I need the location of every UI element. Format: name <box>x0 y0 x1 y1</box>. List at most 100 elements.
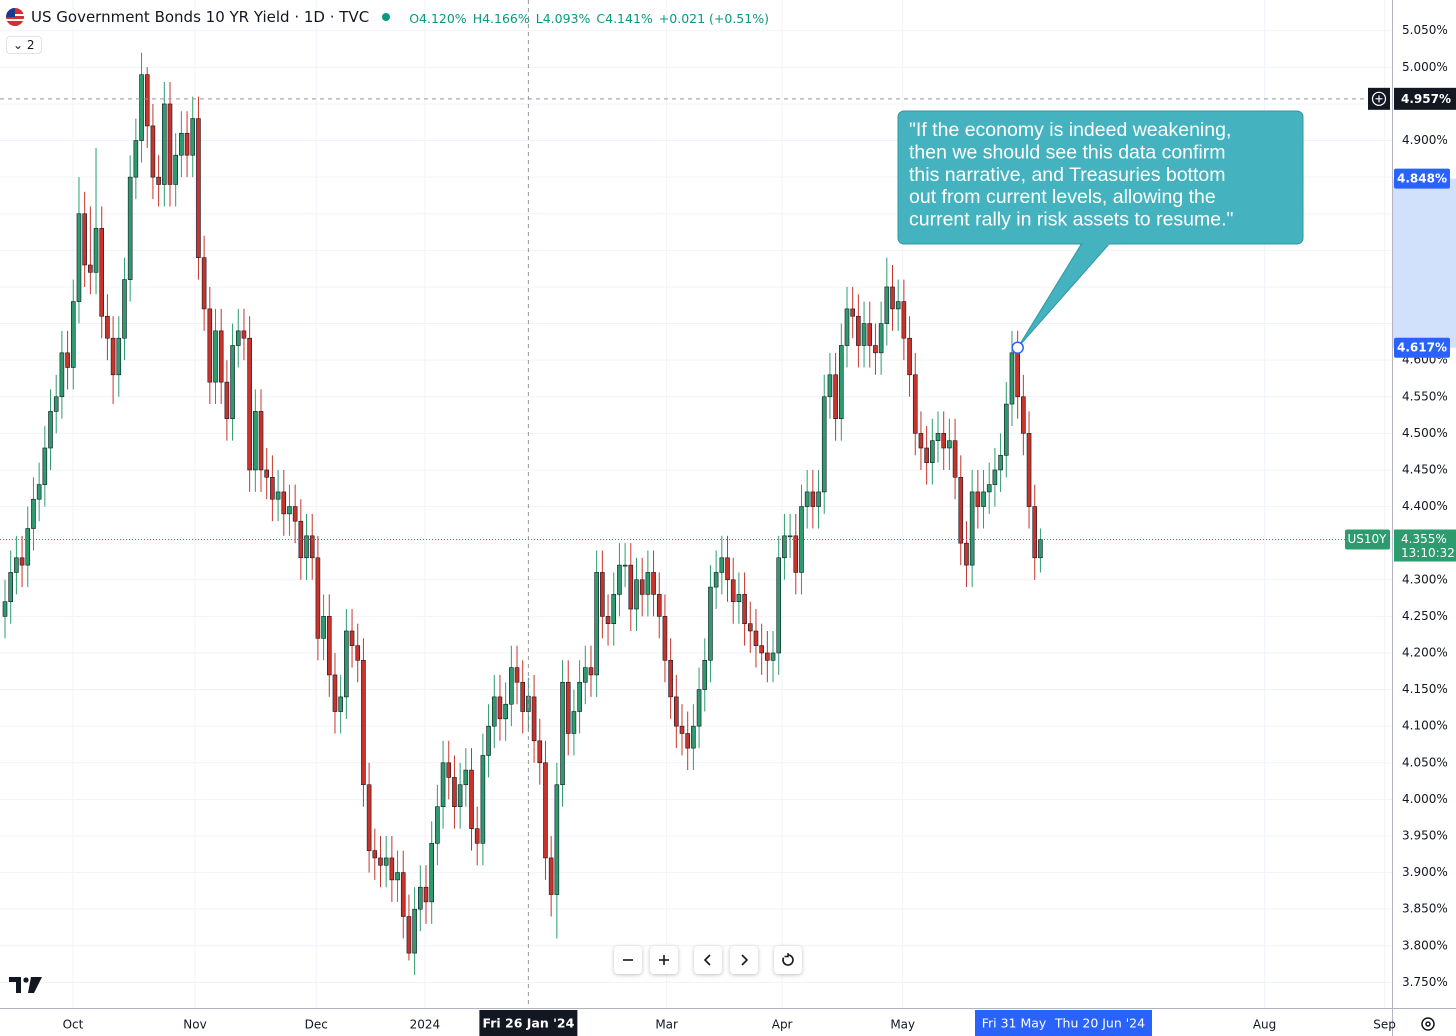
candle-body <box>162 103 167 185</box>
callout-joint <box>1083 240 1109 245</box>
candle-body <box>366 784 372 851</box>
candle-body <box>668 659 673 698</box>
legend-value: C4.141% <box>596 10 653 26</box>
indicators-toggle[interactable]: ⌄ 2 <box>6 36 42 54</box>
y-tick-label: 3.800% <box>1402 938 1448 952</box>
candle-body <box>787 535 793 538</box>
candle-body <box>873 345 878 354</box>
last-price-label: 4.355% <box>1401 532 1447 546</box>
candle-body <box>88 264 93 273</box>
zoom-out[interactable] <box>614 946 642 974</box>
logo-part <box>28 977 42 993</box>
candle-body <box>679 725 685 734</box>
candle-body <box>816 491 821 507</box>
add-alert-icon[interactable] <box>1371 91 1387 106</box>
candle-body <box>736 594 742 603</box>
candle-body <box>674 696 679 727</box>
candle-body <box>577 681 582 712</box>
candle-body <box>19 557 25 566</box>
candles <box>2 52 1043 976</box>
candle-body <box>810 491 816 507</box>
candle-body <box>941 433 947 449</box>
candle-body <box>759 645 764 654</box>
legend-values: O4.120% H4.166% L4.093% C4.141% +0.021 (+0.5… <box>403 8 769 27</box>
candle-body <box>565 681 571 734</box>
candle-body <box>395 872 400 881</box>
logo-part <box>23 977 29 983</box>
x-tick-label: Sep <box>1373 1018 1396 1032</box>
y-tick-label: 3.900% <box>1402 865 1448 879</box>
candle-body <box>1003 403 1009 456</box>
icon <box>703 954 711 966</box>
symbol-title[interactable]: US Government Bonds 10 YR Yield · 1D · T… <box>31 8 370 26</box>
scroll-left[interactable] <box>694 946 722 974</box>
y-tick-label: 5.000% <box>1402 60 1448 74</box>
candle-body <box>281 491 287 515</box>
candle-body <box>594 572 599 676</box>
candle-body <box>230 345 235 420</box>
candle-body <box>1015 352 1020 398</box>
candle-body <box>691 725 696 749</box>
candle-body <box>884 286 890 324</box>
reset-chart[interactable] <box>774 946 802 974</box>
candle-body <box>981 491 986 507</box>
icon <box>623 959 633 961</box>
candle-body <box>930 440 935 463</box>
candle-body <box>53 396 59 412</box>
callout-text: this narrative, and Treasuries bottom <box>909 164 1226 186</box>
gear-center[interactable] <box>1425 1021 1431 1027</box>
candle-body <box>429 842 434 903</box>
candle-body <box>685 733 690 749</box>
candle-body <box>531 696 537 742</box>
candle-body <box>457 784 463 807</box>
candle-body <box>765 652 770 661</box>
y-tick-label: 4.000% <box>1402 792 1448 806</box>
zoom-in[interactable] <box>650 946 678 974</box>
candle-body <box>372 850 378 859</box>
candle-body <box>861 323 867 346</box>
candle-body <box>582 667 588 683</box>
candle-body <box>730 579 736 603</box>
candle-body <box>793 535 799 573</box>
candle-body <box>986 484 992 493</box>
scroll-right[interactable] <box>730 946 758 974</box>
callout-anchor[interactable] <box>1011 341 1024 354</box>
icon-line <box>782 954 794 966</box>
candle-body <box>207 308 213 383</box>
candle-body <box>656 594 662 617</box>
candle-body <box>156 176 161 185</box>
candle-body <box>400 872 406 917</box>
icon <box>741 954 749 966</box>
gear[interactable] <box>1421 1017 1435 1031</box>
x-tick-label: Nov <box>183 1018 206 1032</box>
icon-line <box>703 954 711 966</box>
candle-body <box>952 440 958 478</box>
price-range-highlight <box>1393 178 1456 348</box>
indicator-count[interactable]: 2 <box>26 38 35 52</box>
add-alert-plus[interactable] <box>1375 95 1383 103</box>
candle-body <box>742 594 747 624</box>
flag-stripe <box>6 19 24 21</box>
candle-body <box>856 315 861 346</box>
x-tick-label: Oct <box>63 1018 84 1032</box>
y-tick-label: 3.750% <box>1402 975 1448 989</box>
candle-body <box>696 689 702 727</box>
candle-body <box>150 125 156 178</box>
callout-text: "If the economy is indeed weakening, <box>909 119 1231 141</box>
candle-body <box>258 411 264 471</box>
candle-body <box>309 535 315 559</box>
x-tick-label: Dec <box>305 1018 328 1032</box>
candle-body <box>184 132 190 156</box>
handle-label-bg <box>1394 168 1450 189</box>
settings-icon[interactable] <box>1421 1017 1435 1031</box>
candle-body <box>878 323 884 354</box>
candle-body <box>469 769 474 829</box>
candle-body <box>224 381 230 420</box>
candle-body <box>8 572 13 603</box>
candle-body <box>452 777 457 807</box>
candle-body <box>634 579 639 610</box>
date-range-start: Fri 31 May <box>982 1016 1047 1031</box>
candle-body <box>36 484 42 500</box>
y-tick-label: 5.050% <box>1402 23 1448 37</box>
